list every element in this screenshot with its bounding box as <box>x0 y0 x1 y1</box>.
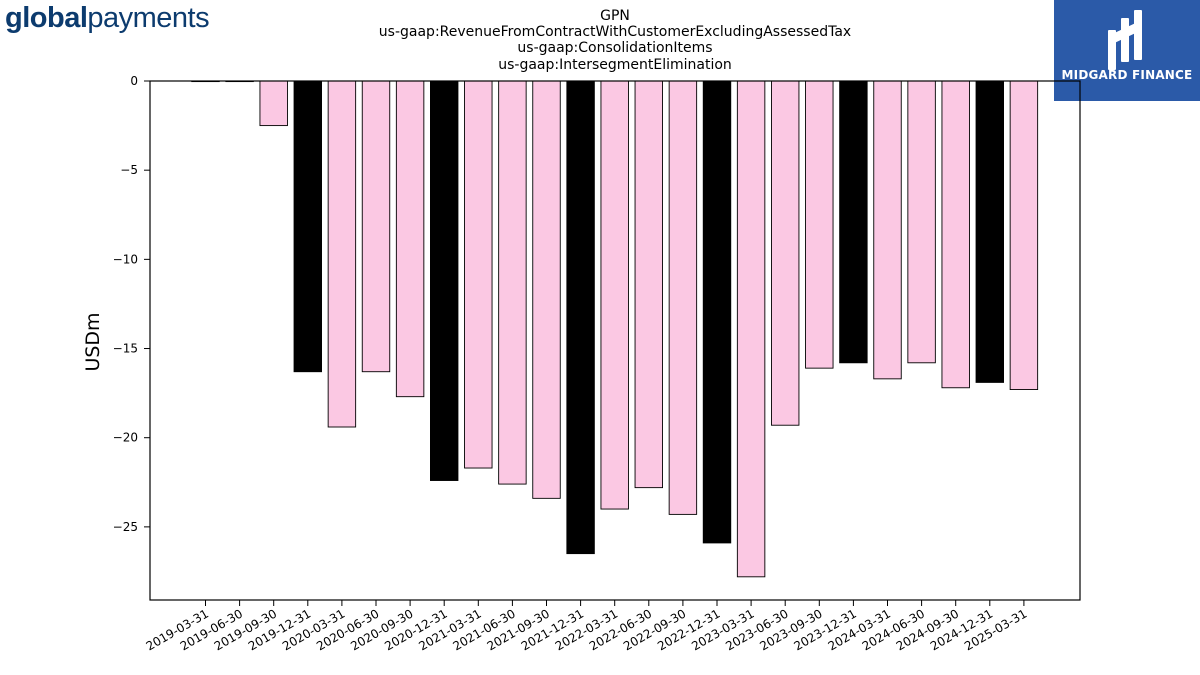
bar-2021-06-30 <box>498 80 527 485</box>
y-axis: 0 −5 −10 −15 −20 −25 <box>113 74 150 534</box>
bar-2024-12-31 <box>975 80 1004 383</box>
global-payments-logo: globalpayments <box>5 2 210 35</box>
chart-title-line-2: us-gaap:RevenueFromContractWithCustomerE… <box>379 24 851 40</box>
bar-2024-03-31 <box>873 80 902 380</box>
midgard-finance-text: MIDGARD FINANCE <box>1061 68 1193 82</box>
y-tick-label: −20 <box>113 431 138 445</box>
chart-title-line-4: us-gaap:IntersegmentElimination <box>498 57 732 73</box>
bar-2023-06-30 <box>771 80 800 426</box>
bar-2022-09-30 <box>668 80 698 515</box>
midgard-logo-mark-icon <box>1054 0 1200 101</box>
logo-global-text: global <box>5 2 88 34</box>
plot-frame <box>149 80 1081 601</box>
bar-2019-09-30 <box>259 80 288 127</box>
bar-2023-12-31 <box>839 80 868 364</box>
bar-2024-06-30 <box>907 80 936 364</box>
chart-title-line-1: GPN <box>600 8 630 24</box>
y-tick-label: 0 <box>130 74 138 88</box>
bar-2021-03-31 <box>464 80 493 469</box>
chart-title-line-3: us-gaap:ConsolidationItems <box>517 40 712 56</box>
y-tick-label: −10 <box>113 252 138 266</box>
y-tick-label: −5 <box>120 163 138 177</box>
bar-2021-09-30 <box>532 80 561 499</box>
bar-2023-03-31 <box>736 80 766 578</box>
midgard-finance-logo: MIDGARD FINANCE <box>1054 0 1200 101</box>
bar-2021-12-31 <box>566 80 595 555</box>
y-tick-label: −25 <box>113 520 138 534</box>
bar-2019-12-31 <box>293 80 322 373</box>
bar-2020-06-30 <box>361 80 391 373</box>
y-axis-label: USDm <box>82 312 104 371</box>
bar-2022-12-31 <box>702 80 732 544</box>
y-tick-label: −15 <box>113 342 138 356</box>
bar-2020-03-31 <box>327 80 357 428</box>
bar-2022-03-31 <box>600 80 629 510</box>
logo-payments-text: payments <box>87 2 210 34</box>
bars-group <box>191 80 1039 578</box>
bar-2023-09-30 <box>805 80 834 369</box>
bar-2020-12-31 <box>430 80 459 481</box>
bar-2025-03-31 <box>1009 80 1039 390</box>
chart-title: GPN us-gaap:RevenueFromContractWithCusto… <box>379 8 851 73</box>
x-axis: 2019-03-312019-06-302019-09-302019-12-31… <box>144 600 1029 653</box>
bar-2022-06-30 <box>634 80 663 489</box>
bar-2020-09-30 <box>395 80 425 398</box>
bar-2024-09-30 <box>941 80 970 389</box>
